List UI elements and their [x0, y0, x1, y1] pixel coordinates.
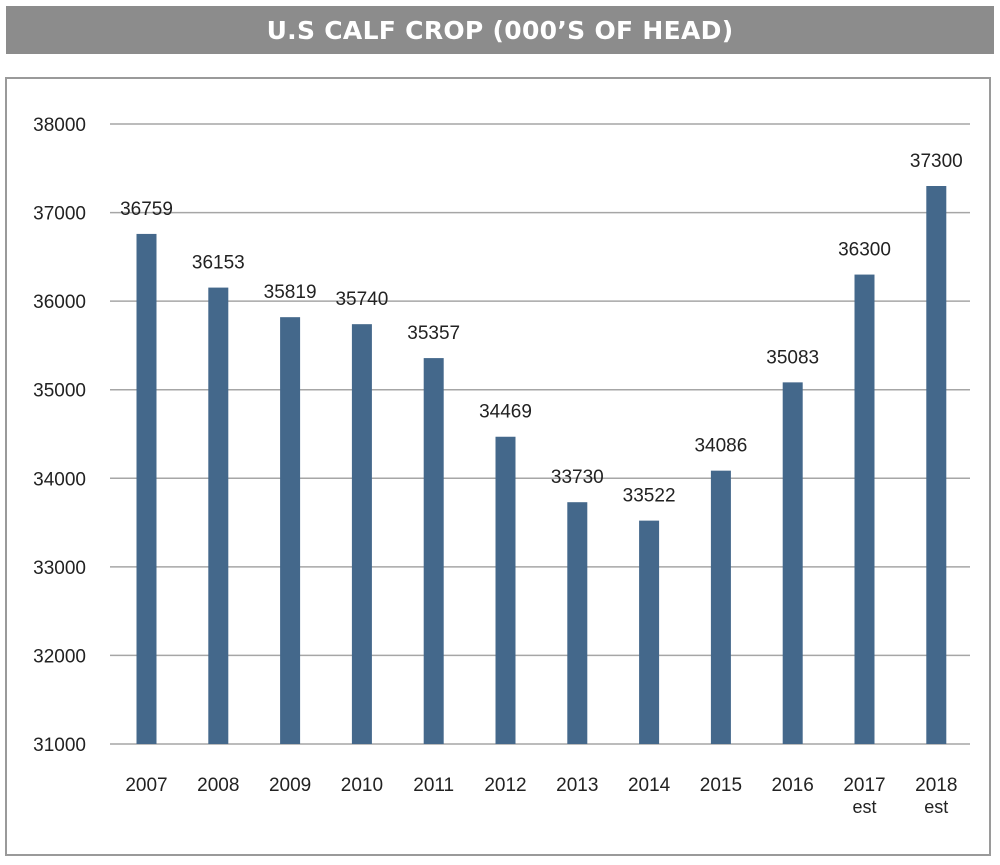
bar	[782, 382, 803, 744]
bar	[854, 274, 875, 744]
data-label: 33522	[623, 486, 676, 507]
data-label: 35819	[264, 282, 317, 303]
bars	[136, 186, 947, 744]
data-label: 37300	[910, 151, 963, 172]
x-tick-label: 2012	[484, 775, 526, 796]
y-tick-label: 38000	[33, 115, 86, 136]
x-tick-label: 2008	[197, 775, 239, 796]
x-tick-label: 2007	[125, 775, 167, 796]
x-axis-ticks: 2007 2008 2009 2010 2011 2012 2013 2014 2015 2016…	[125, 775, 957, 817]
x-tick-label: 2016	[772, 775, 814, 796]
data-label: 33730	[551, 467, 604, 488]
data-label: 36759	[120, 199, 173, 220]
bar	[423, 358, 444, 744]
x-tick-sublabel: est	[924, 797, 948, 817]
y-tick-label: 37000	[33, 204, 86, 225]
x-tick-label: 2014	[628, 775, 671, 796]
x-tick-label: 2013	[556, 775, 598, 796]
data-label: 36153	[192, 253, 245, 274]
bar	[208, 287, 229, 744]
bar	[351, 324, 372, 744]
x-tick-label: 2010	[341, 775, 383, 796]
bar	[567, 502, 588, 744]
bar	[639, 520, 660, 744]
x-tick-label: 2017	[843, 775, 885, 796]
data-label: 34086	[694, 436, 747, 457]
gridlines	[110, 123, 970, 745]
data-label: 35083	[766, 347, 819, 368]
x-tick-label: 2015	[700, 775, 742, 796]
y-axis-ticks: 31000 32000 33000 34000 35000 36000 37000 38000	[33, 115, 86, 756]
data-label: 35357	[407, 323, 460, 344]
x-tick-label: 2018	[915, 775, 957, 796]
y-tick-label: 33000	[33, 558, 86, 579]
bar	[280, 317, 301, 744]
y-tick-label: 32000	[33, 646, 86, 667]
bar	[136, 233, 157, 744]
chart-title: U.S CALF CROP (000’S OF HEAD)	[6, 6, 994, 54]
x-tick-sublabel: est	[852, 797, 876, 817]
x-tick-label: 2009	[269, 775, 311, 796]
y-tick-label: 35000	[33, 381, 86, 402]
bar	[926, 186, 947, 744]
data-label: 35740	[335, 289, 388, 310]
bar	[495, 436, 516, 744]
x-tick-label: 2011	[413, 775, 454, 796]
bar	[710, 470, 731, 744]
data-labels: 36759 36153 35819 35740 35357 34469 33730 33522…	[120, 151, 963, 507]
y-tick-label: 36000	[33, 292, 86, 313]
y-tick-label: 31000	[33, 735, 86, 756]
y-tick-label: 34000	[33, 469, 86, 490]
data-label: 34469	[479, 402, 532, 423]
data-label: 36300	[838, 240, 891, 261]
